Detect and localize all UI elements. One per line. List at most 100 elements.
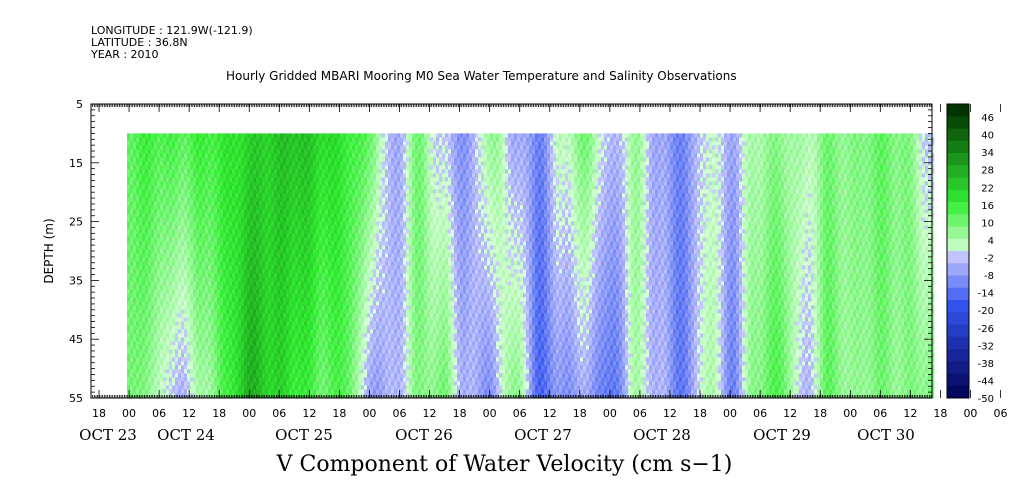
heatmap-cell xyxy=(190,377,194,382)
heatmap-cell xyxy=(214,389,218,394)
heatmap-cell xyxy=(307,173,311,178)
heatmap-cell xyxy=(280,369,284,374)
heatmap-cell xyxy=(166,273,170,278)
heatmap-cell xyxy=(193,273,197,278)
heatmap-cell xyxy=(250,181,254,186)
heatmap-cell xyxy=(157,181,161,186)
heatmap-cell xyxy=(277,361,281,366)
heatmap-cell xyxy=(298,305,302,310)
heatmap-cell xyxy=(325,197,329,202)
heatmap-cell xyxy=(274,281,278,286)
heatmap-cell xyxy=(268,177,272,182)
heatmap-cell xyxy=(343,233,347,238)
heatmap-cell xyxy=(142,333,146,338)
heatmap-cell xyxy=(136,221,140,226)
heatmap-cell xyxy=(325,385,329,390)
heatmap-cell xyxy=(283,145,287,150)
heatmap-cell xyxy=(241,297,245,302)
heatmap-cell xyxy=(154,245,158,250)
heatmap-cell xyxy=(337,289,341,294)
heatmap-cell xyxy=(319,381,323,386)
heatmap-cell xyxy=(244,329,248,334)
heatmap-cell xyxy=(262,333,266,338)
heatmap-cell xyxy=(340,209,344,214)
heatmap-cell xyxy=(139,133,143,138)
heatmap-cell xyxy=(253,293,257,298)
heatmap-cell xyxy=(307,265,311,270)
heatmap-cell xyxy=(175,217,179,222)
heatmap-cell xyxy=(226,197,230,202)
heatmap-cell xyxy=(193,333,197,338)
heatmap-cell xyxy=(247,373,251,378)
heatmap-cell xyxy=(151,305,155,310)
heatmap-cell xyxy=(250,241,254,246)
heatmap-cell xyxy=(343,197,347,202)
heatmap-cell xyxy=(241,165,245,170)
heatmap-cell xyxy=(211,281,215,286)
heatmap-cell xyxy=(247,305,251,310)
heatmap-cell xyxy=(253,265,257,270)
heatmap-cell xyxy=(175,305,179,310)
heatmap-cell xyxy=(280,341,284,346)
heatmap-cell xyxy=(244,265,248,270)
heatmap-cell xyxy=(214,345,218,350)
heatmap-cell xyxy=(163,189,167,194)
heatmap-cell xyxy=(256,297,260,302)
heatmap-cell xyxy=(244,145,248,150)
heatmap-cell xyxy=(280,349,284,354)
heatmap-cell xyxy=(319,209,323,214)
heatmap-cell xyxy=(274,389,278,394)
heatmap-cell xyxy=(139,153,143,158)
heatmap-cell xyxy=(295,177,299,182)
heatmap-cell xyxy=(133,169,137,174)
heatmap-cell xyxy=(292,309,296,314)
heatmap-cell xyxy=(184,385,188,390)
heatmap-cell xyxy=(160,137,164,142)
heatmap-cell xyxy=(349,197,353,202)
heatmap-cell xyxy=(130,133,134,138)
heatmap-cell xyxy=(322,329,326,334)
heatmap-cell xyxy=(175,365,179,370)
heatmap-cell xyxy=(316,333,320,338)
heatmap-cell xyxy=(130,289,134,294)
heatmap-cell xyxy=(316,221,320,226)
heatmap-cell xyxy=(346,261,350,266)
heatmap-cell xyxy=(325,169,329,174)
heatmap-cell xyxy=(160,181,164,186)
heatmap-cell xyxy=(319,161,323,166)
heatmap-cell xyxy=(286,345,290,350)
heatmap-cell xyxy=(286,189,290,194)
heatmap-cell xyxy=(280,169,284,174)
heatmap-cell xyxy=(316,393,320,398)
heatmap-cell xyxy=(286,333,290,338)
heatmap-cell xyxy=(283,237,287,242)
heatmap-cell xyxy=(274,313,278,318)
heatmap-cell xyxy=(286,325,290,330)
heatmap-cell xyxy=(283,377,287,382)
heatmap-cell xyxy=(133,321,137,326)
heatmap-cell xyxy=(259,297,263,302)
heatmap-cell xyxy=(193,281,197,286)
heatmap-cell xyxy=(148,297,152,302)
heatmap-cell xyxy=(250,253,254,258)
heatmap-cell xyxy=(190,177,194,182)
heatmap-cell xyxy=(283,321,287,326)
heatmap-cell xyxy=(286,229,290,234)
heatmap-cell xyxy=(265,285,269,290)
heatmap-cell xyxy=(253,381,257,386)
heatmap-cell xyxy=(346,309,350,314)
heatmap-cell xyxy=(127,349,131,354)
heatmap-cell xyxy=(238,153,242,158)
heatmap-cell xyxy=(337,309,341,314)
heatmap-cell xyxy=(259,281,263,286)
heatmap-cell xyxy=(196,313,200,318)
heatmap-cell xyxy=(280,225,284,230)
heatmap-cell xyxy=(262,201,266,206)
heatmap-cell xyxy=(283,373,287,378)
heatmap-cell xyxy=(184,277,188,282)
heatmap-cell xyxy=(181,217,185,222)
heatmap-cell xyxy=(292,273,296,278)
heatmap-cell xyxy=(313,253,317,258)
heatmap-cell xyxy=(199,393,203,398)
heatmap-cell xyxy=(310,253,314,258)
